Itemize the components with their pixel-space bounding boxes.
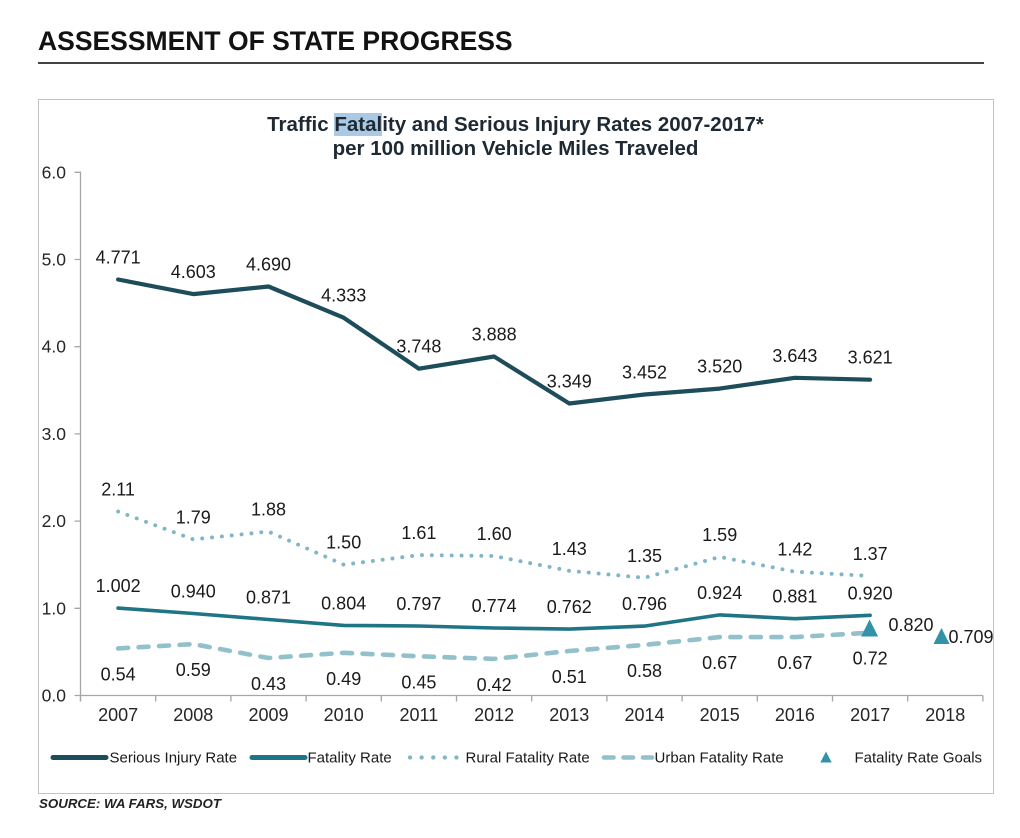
svg-text:0.920: 0.920 <box>848 583 893 603</box>
svg-text:4.603: 4.603 <box>171 262 216 282</box>
svg-text:2007: 2007 <box>98 705 138 725</box>
svg-text:1.88: 1.88 <box>251 500 286 520</box>
svg-text:1.002: 1.002 <box>96 576 141 596</box>
svg-text:0.45: 0.45 <box>401 672 436 692</box>
svg-text:0.796: 0.796 <box>622 594 667 614</box>
svg-text:2010: 2010 <box>324 705 364 725</box>
svg-text:2018: 2018 <box>925 705 965 725</box>
svg-text:0.72: 0.72 <box>853 649 888 669</box>
svg-text:1.43: 1.43 <box>552 539 587 559</box>
svg-text:2016: 2016 <box>775 705 815 725</box>
svg-text:1.50: 1.50 <box>326 533 361 553</box>
svg-text:2013: 2013 <box>549 705 589 725</box>
svg-text:2012: 2012 <box>474 705 514 725</box>
svg-text:3.0: 3.0 <box>42 424 67 444</box>
svg-text:0.804: 0.804 <box>321 593 366 613</box>
svg-text:0.797: 0.797 <box>396 594 441 614</box>
svg-text:2.11: 2.11 <box>101 480 135 500</box>
svg-text:1.59: 1.59 <box>702 525 737 545</box>
svg-text:0.49: 0.49 <box>326 669 361 689</box>
svg-text:3.520: 3.520 <box>697 357 742 377</box>
svg-text:0.43: 0.43 <box>251 674 286 694</box>
svg-text:3.888: 3.888 <box>472 325 517 345</box>
svg-text:2017: 2017 <box>850 705 890 725</box>
svg-text:0.67: 0.67 <box>777 653 812 673</box>
svg-text:1.79: 1.79 <box>176 507 211 527</box>
svg-text:2011: 2011 <box>400 705 439 725</box>
svg-text:4.333: 4.333 <box>321 286 366 306</box>
svg-text:0.709: 0.709 <box>948 627 993 647</box>
svg-text:0.51: 0.51 <box>552 667 587 687</box>
svg-text:1.60: 1.60 <box>477 524 512 544</box>
svg-text:1.0: 1.0 <box>42 598 67 618</box>
svg-text:Fatality Rate Goals: Fatality Rate Goals <box>855 750 983 767</box>
svg-text:Urban Fatality Rate: Urban Fatality Rate <box>655 750 784 767</box>
svg-text:3.349: 3.349 <box>547 372 592 392</box>
svg-text:Rural Fatality Rate: Rural Fatality Rate <box>466 750 590 767</box>
svg-text:0.0: 0.0 <box>42 686 67 706</box>
svg-text:3.748: 3.748 <box>396 337 441 357</box>
svg-text:1.35: 1.35 <box>627 546 662 566</box>
svg-text:6.0: 6.0 <box>42 162 67 182</box>
svg-text:0.42: 0.42 <box>477 675 512 695</box>
svg-text:1.42: 1.42 <box>777 540 812 560</box>
svg-text:2.0: 2.0 <box>42 511 67 531</box>
svg-text:2008: 2008 <box>173 705 213 725</box>
svg-text:Serious Injury Rate: Serious Injury Rate <box>110 750 238 767</box>
svg-text:0.67: 0.67 <box>702 653 737 673</box>
svg-text:3.452: 3.452 <box>622 363 667 383</box>
svg-text:4.690: 4.690 <box>246 255 291 275</box>
svg-text:4.771: 4.771 <box>96 248 141 268</box>
svg-text:0.820: 0.820 <box>888 615 933 635</box>
svg-text:3.621: 3.621 <box>848 348 893 368</box>
svg-text:0.871: 0.871 <box>246 588 291 608</box>
svg-text:Fatality Rate: Fatality Rate <box>308 750 392 767</box>
svg-text:2014: 2014 <box>624 705 664 725</box>
svg-text:0.924: 0.924 <box>697 583 742 603</box>
svg-text:1.37: 1.37 <box>853 544 888 564</box>
svg-text:2009: 2009 <box>248 705 288 725</box>
svg-text:1.61: 1.61 <box>401 523 436 543</box>
svg-text:0.59: 0.59 <box>176 660 211 680</box>
svg-text:0.940: 0.940 <box>171 582 216 602</box>
svg-text:0.58: 0.58 <box>627 661 662 681</box>
svg-text:2015: 2015 <box>700 705 740 725</box>
svg-text:0.774: 0.774 <box>472 596 517 616</box>
svg-text:5.0: 5.0 <box>42 250 67 270</box>
svg-text:4.0: 4.0 <box>42 337 67 357</box>
svg-text:0.54: 0.54 <box>101 664 136 684</box>
svg-text:0.762: 0.762 <box>547 597 592 617</box>
svg-text:0.881: 0.881 <box>772 587 817 607</box>
svg-text:3.643: 3.643 <box>772 346 817 366</box>
